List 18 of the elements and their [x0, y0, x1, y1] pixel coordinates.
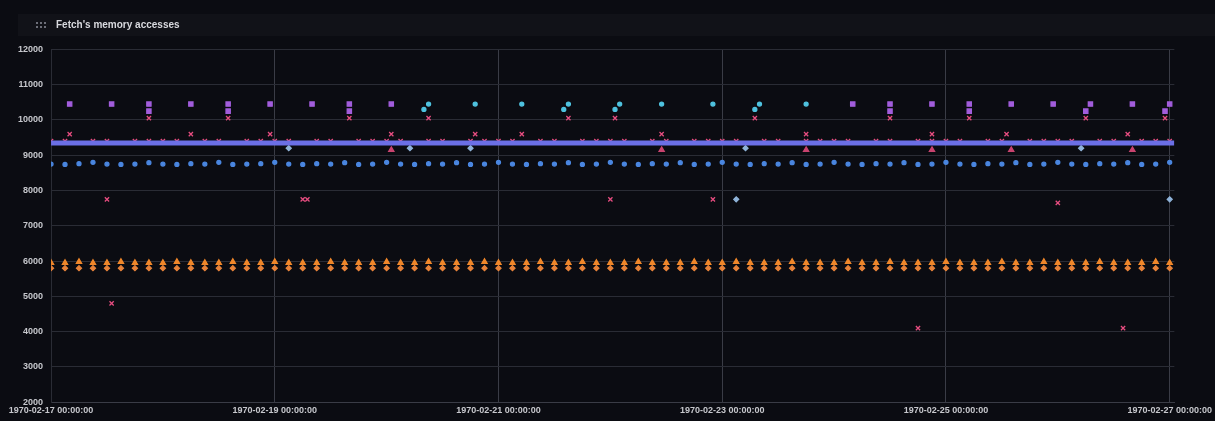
y-tick-label: 12000 — [18, 43, 44, 54]
y-tick-label: 9000 — [23, 149, 44, 160]
y-tick-label: 3000 — [23, 361, 44, 372]
y-tick-label: 6000 — [23, 255, 44, 266]
x-tick-label: 1970-02-19 00:00:00 — [232, 405, 318, 416]
y-tick-label: 11000 — [18, 79, 44, 90]
y-tick-label: 10000 — [18, 114, 44, 125]
x-tick-label: 1970-02-21 00:00:00 — [456, 405, 541, 416]
x-tick-label: 1970-02-23 00:00:00 — [679, 405, 765, 416]
y-tick-label: 8000 — [23, 185, 44, 195]
y-tick-label: 7000 — [23, 220, 44, 231]
chart-title: Fetch's memory accesses — [56, 18, 180, 32]
x-tick-label: 1970-02-25 00:00:00 — [903, 405, 989, 416]
y-tick-label: 5000 — [23, 290, 44, 301]
x-tick-label: 1970-02-27 00:00:00 — [1127, 405, 1212, 416]
x-tick-label: 1970-02-17 00:00:00 — [8, 405, 94, 416]
y-tick-label: 4000 — [23, 326, 44, 337]
y-tick-label: 2000 — [23, 396, 44, 407]
